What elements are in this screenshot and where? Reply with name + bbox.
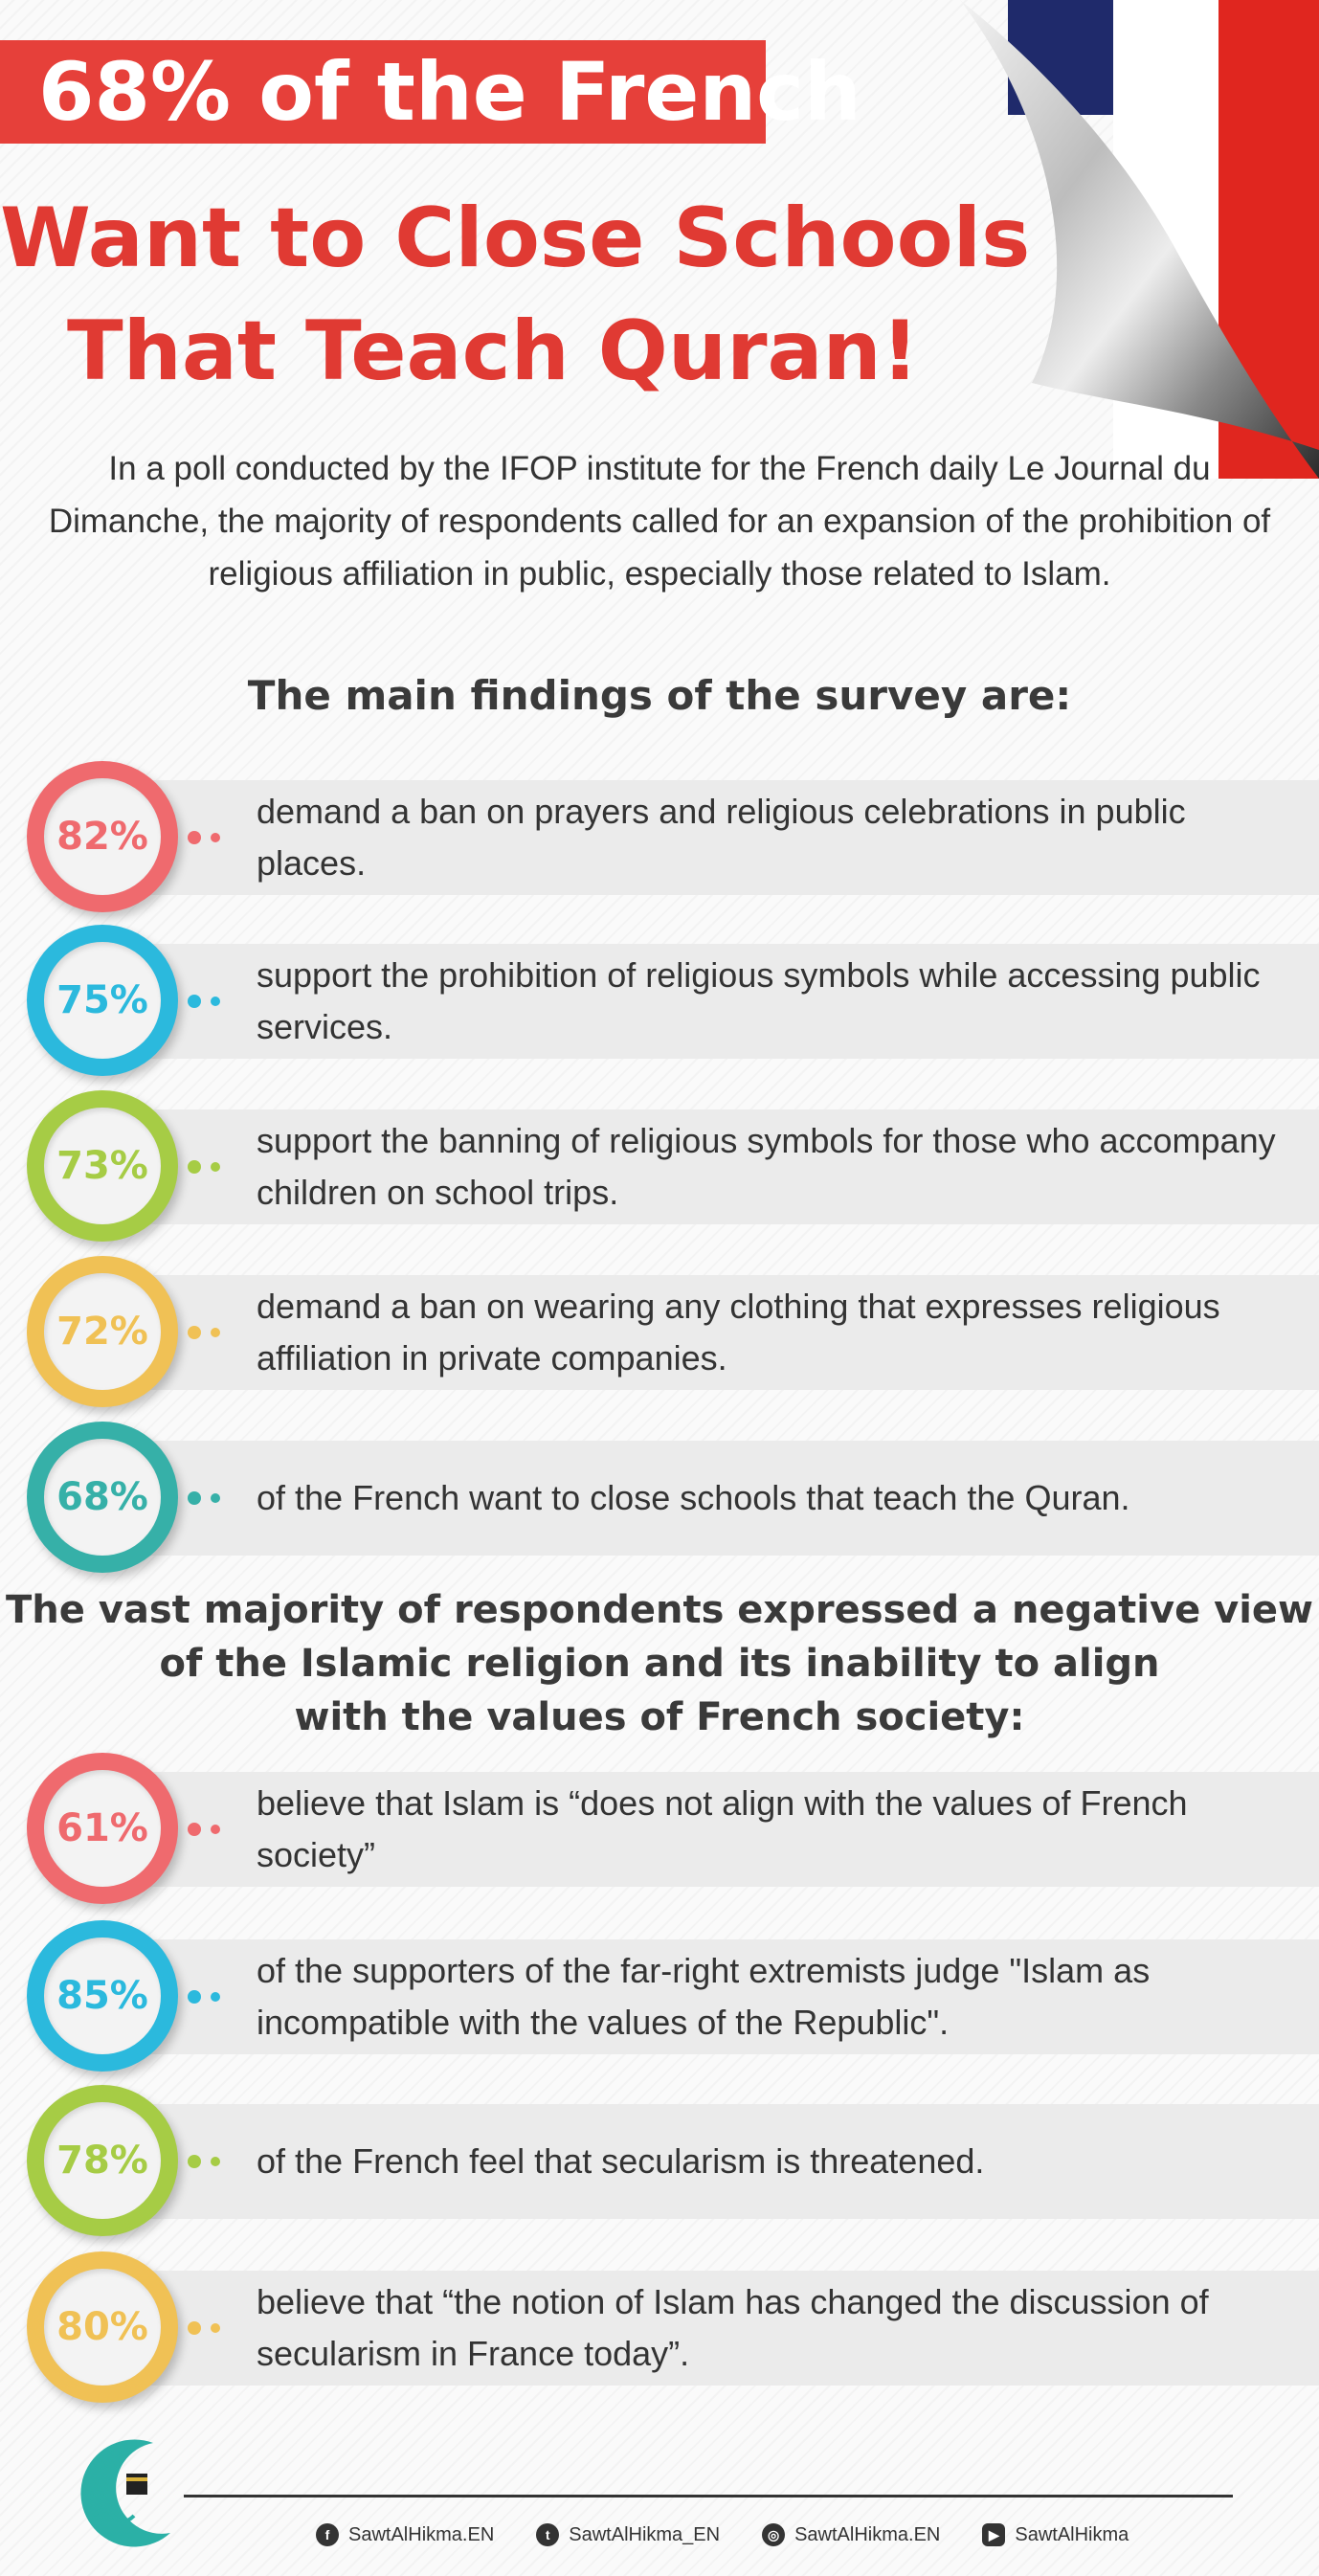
percent-value: 80% — [44, 2269, 161, 2386]
finding-row: 68% of the French want to close schools … — [0, 1422, 1319, 1575]
percent-value: 75% — [44, 942, 161, 1059]
finding-row: 72% demand a ban on wearing any clothing… — [0, 1256, 1319, 1409]
youtube-handle: SawtAlHikma — [1015, 2523, 1129, 2545]
bullet-dot — [188, 1326, 201, 1339]
bullet-dot — [211, 833, 220, 842]
french-flag-curl — [960, 0, 1319, 479]
twitter-link[interactable]: t SawtAlHikma_EN — [536, 2523, 720, 2546]
percent-value: 72% — [44, 1273, 161, 1390]
negative-row: 61% believe that Islam is “does not alig… — [0, 1753, 1319, 1906]
bullet-dot — [211, 1825, 220, 1834]
bullet-dot — [211, 2323, 220, 2333]
finding-row: 75% support the prohibition of religious… — [0, 925, 1319, 1078]
percent-circle: 85% — [27, 1920, 178, 2072]
bullet-dot — [188, 1160, 201, 1174]
negative-heading-line-2: of the Islamic religion and its inabilit… — [159, 1642, 1160, 1686]
bullet-dot — [188, 2321, 201, 2335]
finding-text: support the banning of religious symbols… — [257, 1121, 1276, 1212]
negative-view-heading: The vast majority of respondents express… — [0, 1583, 1319, 1744]
headline-banner: 68% of the French — [0, 40, 861, 144]
negative-row: 80% believe that “the notion of Islam ha… — [0, 2251, 1319, 2405]
negative-text: of the French feel that secularism is th… — [257, 2141, 985, 2181]
percent-circle: 75% — [27, 925, 178, 1076]
footer-divider — [184, 2495, 1233, 2498]
row-band — [105, 944, 1319, 1059]
row-band — [105, 1939, 1319, 2054]
youtube-link[interactable]: ▶ SawtAlHikma — [982, 2523, 1129, 2546]
percent-circle: 80% — [27, 2251, 178, 2403]
row-band — [105, 2104, 1319, 2219]
bullet-dot — [188, 1491, 201, 1505]
row-band — [105, 1275, 1319, 1390]
finding-text: of the French want to close schools that… — [257, 1478, 1130, 1517]
headline-line-1: Want to Close Schools — [0, 190, 1031, 286]
main-findings-heading: The main findings of the survey are: — [247, 672, 1072, 719]
instagram-link[interactable]: ◎ SawtAlHikma.EN — [762, 2523, 940, 2546]
bullet-dot — [211, 1162, 220, 1172]
negative-heading-line-3: with the values of French society: — [294, 1695, 1025, 1739]
intro-paragraph: In a poll conducted by the IFOP institut… — [48, 450, 1271, 593]
finding-text: support the prohibition of religious sym… — [257, 955, 1261, 1046]
percent-circle: 78% — [27, 2085, 178, 2236]
finding-text: demand a ban on wearing any clothing tha… — [257, 1287, 1220, 1378]
bullet-dot — [188, 1823, 201, 1836]
percent-value: 85% — [44, 1938, 161, 2054]
row-band — [105, 2271, 1319, 2386]
facebook-icon: f — [316, 2523, 339, 2546]
percent-value: 68% — [44, 1439, 161, 1556]
negative-text: of the supporters of the far-right extre… — [257, 1951, 1151, 2042]
finding-text: demand a ban on prayers and religious ce… — [257, 792, 1186, 883]
bullet-dot — [211, 2157, 220, 2166]
twitter-handle: SawtAlHikma_EN — [569, 2523, 721, 2545]
percent-circle: 72% — [27, 1256, 178, 1407]
row-band — [105, 780, 1319, 895]
bullet-dot — [211, 997, 220, 1006]
percent-circle: 82% — [27, 761, 178, 912]
percent-value: 61% — [44, 1770, 161, 1887]
bullet-dot — [211, 1328, 220, 1337]
bullet-dot — [211, 1992, 220, 2002]
main-headline: Want to Close Schools That Teach Quran! — [0, 182, 1031, 408]
bullet-dot — [211, 1493, 220, 1503]
bullet-dot — [188, 2155, 201, 2168]
bullet-dot — [188, 831, 201, 844]
negative-text: believe that “the notion of Islam has ch… — [257, 2282, 1209, 2373]
percent-circle: 68% — [27, 1422, 178, 1573]
negative-row: 85% of the supporters of the far-right e… — [0, 1920, 1319, 2073]
row-band — [105, 1772, 1319, 1887]
bullet-dot — [188, 995, 201, 1008]
instagram-handle: SawtAlHikma.EN — [794, 2523, 941, 2545]
percent-value: 82% — [44, 778, 161, 895]
bullet-dot — [188, 1990, 201, 2004]
negative-row: 78% of the French feel that secularism i… — [0, 2085, 1319, 2238]
facebook-handle: SawtAlHikma.EN — [348, 2523, 495, 2545]
row-band — [105, 1441, 1319, 1556]
percent-circle: 73% — [27, 1090, 178, 1242]
social-links: f SawtAlHikma.EN t SawtAlHikma_EN ◎ Sawt… — [316, 2518, 1129, 2552]
percent-value: 73% — [44, 1108, 161, 1224]
negative-text: believe that Islam is “does not align wi… — [257, 1783, 1188, 1874]
percent-circle: 61% — [27, 1753, 178, 1904]
percent-value: 78% — [44, 2102, 161, 2219]
youtube-icon: ▶ — [982, 2523, 1006, 2546]
headline-line-2: That Teach Quran! — [67, 303, 919, 399]
facebook-link[interactable]: f SawtAlHikma.EN — [316, 2523, 494, 2546]
negative-heading-line-1: The vast majority of respondents express… — [5, 1588, 1313, 1632]
instagram-icon: ◎ — [762, 2523, 786, 2546]
crescent-logo-icon — [80, 2439, 170, 2547]
finding-row: 82% demand a ban on prayers and religiou… — [0, 761, 1319, 914]
row-band — [105, 1109, 1319, 1224]
twitter-icon: t — [536, 2523, 560, 2546]
finding-row: 73% support the banning of religious sym… — [0, 1090, 1319, 1243]
